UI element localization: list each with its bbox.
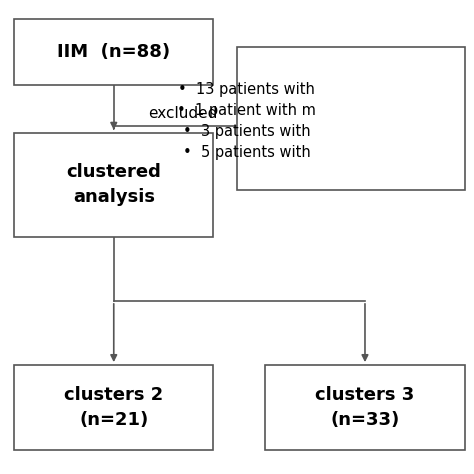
FancyBboxPatch shape <box>237 47 465 190</box>
FancyBboxPatch shape <box>14 19 213 85</box>
Text: clusters 3
(n=33): clusters 3 (n=33) <box>315 386 415 429</box>
Text: clustered
analysis: clustered analysis <box>66 164 161 206</box>
Text: •  13 patients with
•  1 patient with m
•  3 patients with
•  5 patients with: • 13 patients with • 1 patient with m • … <box>177 82 316 160</box>
FancyBboxPatch shape <box>14 133 213 237</box>
Text: excluded: excluded <box>148 106 217 121</box>
FancyBboxPatch shape <box>14 365 213 450</box>
Text: clusters 2
(n=21): clusters 2 (n=21) <box>64 386 164 429</box>
Text: IIM  (n=88): IIM (n=88) <box>57 43 170 61</box>
FancyBboxPatch shape <box>265 365 465 450</box>
